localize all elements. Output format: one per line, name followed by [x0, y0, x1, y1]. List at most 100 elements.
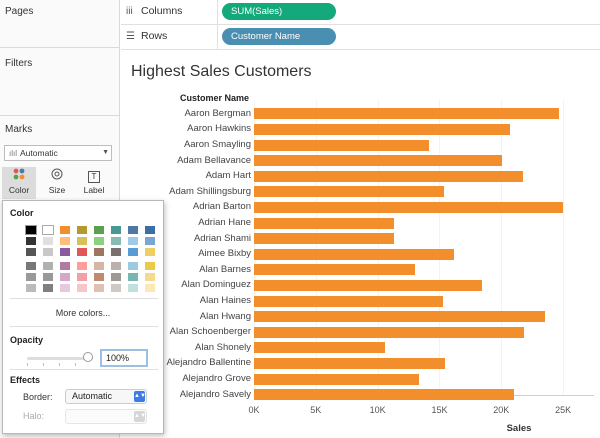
x-gridline	[254, 100, 255, 395]
border-select[interactable]: Automatic ▲▼	[65, 389, 147, 404]
palette-swatch[interactable]	[111, 226, 121, 234]
palette-swatch[interactable]	[128, 226, 138, 234]
sales-bar[interactable]	[254, 264, 415, 276]
opacity-slider-handle[interactable]	[83, 352, 93, 362]
customer-name-label: Adam Bellavance	[177, 154, 251, 166]
sales-bar[interactable]	[254, 139, 429, 151]
palette-swatch[interactable]	[128, 248, 138, 256]
palette-swatch[interactable]	[26, 248, 36, 256]
chevron-down-icon: ▼	[102, 149, 109, 156]
sales-bar[interactable]	[254, 186, 445, 198]
sales-bar[interactable]	[254, 311, 546, 323]
palette-swatch[interactable]	[77, 284, 87, 292]
customer-name-label: Adrian Hane	[198, 217, 251, 228]
columns-shelf-divider	[217, 0, 218, 25]
palette-swatch[interactable]	[60, 237, 70, 245]
border-select-value: Automatic	[72, 391, 113, 401]
palette-swatch[interactable]	[77, 237, 87, 245]
sum-sales-pill[interactable]: SUM(Sales)	[222, 3, 336, 20]
palette-swatch[interactable]	[111, 237, 121, 245]
palette-swatch[interactable]	[43, 237, 53, 245]
sales-bar[interactable]	[254, 155, 502, 167]
palette-swatch[interactable]	[94, 284, 104, 292]
palette-swatch[interactable]	[26, 273, 36, 281]
x-tick-label: 25K	[555, 405, 572, 415]
size-icon	[40, 167, 74, 185]
palette-swatch[interactable]	[25, 225, 37, 235]
palette-swatch[interactable]	[94, 262, 104, 270]
palette-swatch[interactable]	[43, 284, 53, 292]
size-mark-button[interactable]: Size	[40, 167, 74, 199]
palette-swatch[interactable]	[77, 262, 87, 270]
columns-shelf[interactable]: iii Columns SUM(Sales)	[121, 0, 600, 25]
sales-bar[interactable]	[254, 295, 443, 307]
text-label-icon: T	[77, 167, 111, 185]
palette-swatch[interactable]	[60, 284, 70, 292]
palette-swatch[interactable]	[128, 237, 138, 245]
palette-swatch[interactable]	[94, 273, 104, 281]
color-mark-button[interactable]: Color	[2, 167, 36, 199]
sales-bar[interactable]	[254, 170, 523, 182]
palette-swatch[interactable]	[94, 248, 104, 256]
effects-heading: Effects	[10, 375, 41, 385]
palette-swatch[interactable]	[26, 262, 36, 270]
palette-swatch[interactable]	[128, 284, 138, 292]
label-mark-button[interactable]: T Label	[77, 167, 111, 199]
mark-type-dropdown[interactable]: ılıl Automatic ▼	[4, 145, 112, 161]
sales-bar[interactable]	[254, 233, 394, 245]
sales-bar[interactable]	[254, 357, 446, 369]
slider-tick	[59, 363, 60, 366]
palette-swatch[interactable]	[42, 225, 54, 235]
sales-bar[interactable]	[254, 217, 395, 229]
more-colors-link[interactable]: More colors...	[55, 308, 111, 318]
palette-swatch[interactable]	[145, 237, 155, 245]
rows-shelf[interactable]: ☰ Rows Customer Name	[121, 25, 600, 50]
palette-swatch[interactable]	[145, 273, 155, 281]
palette-swatch[interactable]	[128, 273, 138, 281]
sales-bar[interactable]	[254, 326, 525, 338]
x-gridline	[377, 100, 379, 395]
customer-name-label: Alan Haines	[199, 295, 251, 306]
palette-swatch[interactable]	[60, 248, 70, 256]
sales-bar[interactable]	[254, 389, 514, 401]
x-tick-label: 20K	[493, 405, 510, 415]
palette-swatch[interactable]	[128, 262, 138, 270]
palette-swatch[interactable]	[145, 248, 155, 256]
palette-swatch[interactable]	[145, 226, 155, 234]
sales-bar[interactable]	[254, 279, 483, 291]
x-axis-title: Sales	[506, 423, 532, 434]
sales-bar[interactable]	[254, 201, 564, 213]
palette-swatch[interactable]	[111, 284, 121, 292]
palette-swatch[interactable]	[111, 273, 121, 281]
color-heading: Color	[10, 208, 34, 218]
palette-swatch[interactable]	[77, 226, 87, 234]
palette-swatch[interactable]	[26, 237, 36, 245]
customer-name-pill[interactable]: Customer Name	[222, 28, 336, 45]
palette-swatch[interactable]	[145, 262, 155, 270]
palette-swatch[interactable]	[26, 284, 36, 292]
opacity-input[interactable]: 100%	[100, 349, 148, 367]
palette-swatch[interactable]	[145, 284, 155, 292]
sales-bar[interactable]	[254, 342, 386, 354]
customer-name-label: Adam Shillingsburg	[169, 185, 251, 197]
palette-swatch[interactable]	[43, 273, 53, 281]
palette-swatch[interactable]	[60, 273, 70, 281]
sales-bar[interactable]	[254, 108, 559, 120]
sales-bar[interactable]	[254, 123, 510, 135]
palette-swatch[interactable]	[43, 262, 53, 270]
halo-label: Halo:	[23, 411, 45, 421]
palette-swatch[interactable]	[60, 226, 70, 234]
customer-name-label: Alan Hwang	[199, 310, 251, 322]
palette-swatch[interactable]	[77, 273, 87, 281]
palette-swatch[interactable]	[43, 248, 53, 256]
opacity-slider-track[interactable]	[27, 357, 91, 360]
sales-bar[interactable]	[254, 248, 454, 260]
palette-swatch[interactable]	[60, 262, 70, 270]
palette-swatch[interactable]	[111, 248, 121, 256]
palette-swatch[interactable]	[77, 248, 87, 256]
sales-bar[interactable]	[254, 373, 420, 385]
color-popup: Color More colors... Opacity 100% Effect…	[2, 200, 164, 434]
palette-swatch[interactable]	[111, 262, 121, 270]
palette-swatch[interactable]	[94, 237, 104, 245]
palette-swatch[interactable]	[94, 226, 104, 234]
